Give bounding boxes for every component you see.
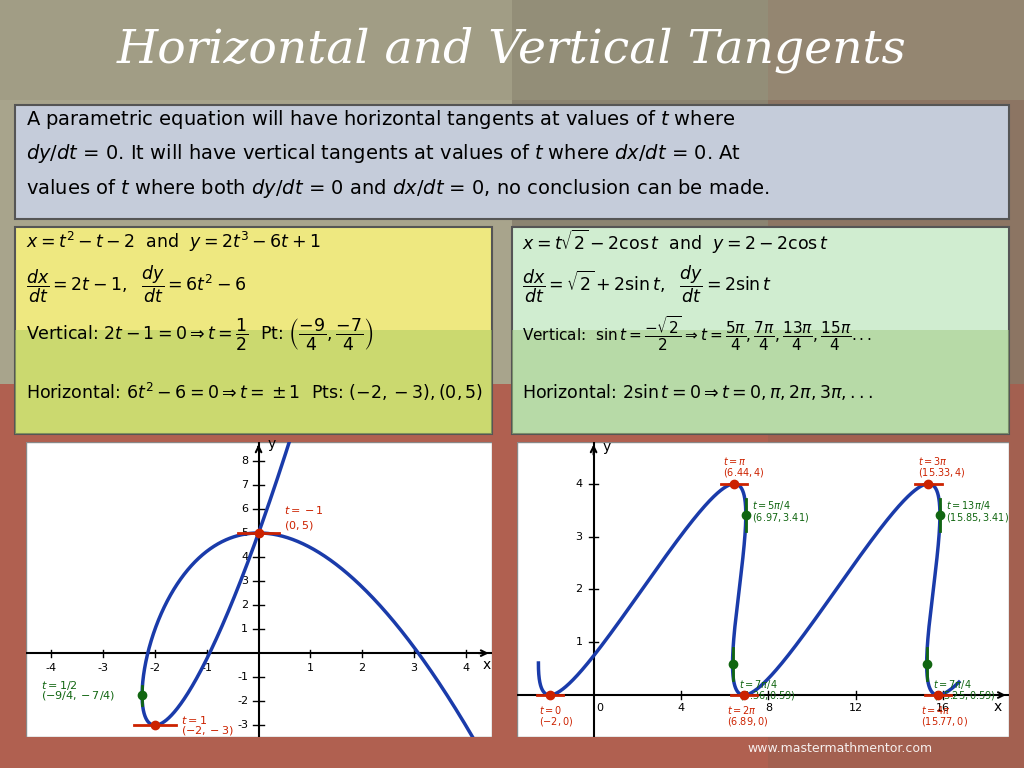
- Text: $t=3\pi$: $t=3\pi$: [918, 455, 947, 468]
- Text: -4: -4: [46, 663, 57, 673]
- Text: 8: 8: [765, 703, 772, 713]
- Text: $t=4\pi$: $t=4\pi$: [921, 703, 950, 716]
- FancyBboxPatch shape: [15, 105, 1009, 219]
- Text: 3: 3: [242, 576, 248, 586]
- Text: 4: 4: [678, 703, 684, 713]
- Text: $t=5\pi/4$: $t=5\pi/4$: [753, 499, 792, 512]
- Text: $(6.44,4)$: $(6.44,4)$: [723, 466, 765, 479]
- Text: 5: 5: [242, 528, 248, 538]
- Text: 4: 4: [462, 663, 469, 673]
- Text: -1: -1: [238, 672, 248, 682]
- Text: $(6.36,0.59)$: $(6.36,0.59)$: [739, 689, 796, 702]
- Bar: [0, 0, 1024, 384]
- Text: $t=7\pi/4$: $t=7\pi/4$: [933, 678, 972, 691]
- Text: 6: 6: [242, 504, 248, 514]
- Bar: [0, 384, 1024, 768]
- Text: 4: 4: [241, 552, 248, 562]
- Text: x: x: [993, 700, 1001, 713]
- Text: -2: -2: [150, 663, 161, 673]
- Text: 12: 12: [849, 703, 863, 713]
- Text: $t = -1$: $t = -1$: [285, 504, 324, 516]
- Text: Horizontal: $2\sin t = 0 \Rightarrow t = 0, \pi, 2\pi, 3\pi,...$: Horizontal: $2\sin t = 0 \Rightarrow t =…: [522, 382, 873, 402]
- Bar: [15, 330, 492, 434]
- Text: Horizontal and Vertical Tangents: Horizontal and Vertical Tangents: [117, 27, 907, 73]
- Text: $(15.33,4)$: $(15.33,4)$: [918, 466, 966, 479]
- Text: x: x: [482, 658, 490, 672]
- Bar: [512, 0, 1024, 384]
- Text: $x = t^2 - t - 2$  and  $y = 2t^3 - 6t + 1$: $x = t^2 - t - 2$ and $y = 2t^3 - 6t + 1…: [26, 230, 321, 254]
- Text: y: y: [602, 440, 610, 454]
- Text: $x = t\sqrt{2} - 2\cos t$  and  $y = 2 - 2\cos t$: $x = t\sqrt{2} - 2\cos t$ and $y = 2 - 2…: [522, 228, 829, 256]
- Text: -3: -3: [97, 663, 109, 673]
- Text: 7: 7: [241, 480, 248, 490]
- Text: 2: 2: [358, 663, 366, 673]
- Text: 0: 0: [597, 703, 603, 713]
- Text: $(-9/4,-7/4)$: $(-9/4,-7/4)$: [41, 690, 116, 702]
- Text: A parametric equation will have horizontal tangents at values of $\mathit{t}$ wh: A parametric equation will have horizont…: [26, 108, 735, 131]
- Text: $(0,5)$: $(0,5)$: [285, 518, 314, 531]
- Text: Vertical:  $\sin t = \dfrac{-\sqrt{2}}{2} \Rightarrow t = \dfrac{5\pi}{4}, \dfra: Vertical: $\sin t = \dfrac{-\sqrt{2}}{2}…: [522, 315, 872, 353]
- Text: Horizontal: $6t^2-6=0 \Rightarrow t=\pm 1$  Pts: $(-2,-3),(0,5)$: Horizontal: $6t^2-6=0 \Rightarrow t=\pm …: [26, 381, 483, 402]
- FancyBboxPatch shape: [512, 227, 1009, 434]
- Bar: [512, 330, 1009, 434]
- Text: $(15.77,0)$: $(15.77,0)$: [921, 714, 968, 727]
- FancyBboxPatch shape: [15, 227, 492, 434]
- Text: 2: 2: [241, 600, 248, 610]
- Text: 1: 1: [307, 663, 313, 673]
- Text: $t=7\pi/4$: $t=7\pi/4$: [739, 678, 778, 691]
- Text: 3: 3: [575, 531, 583, 541]
- Text: $(15.25,0.59)$: $(15.25,0.59)$: [933, 689, 995, 702]
- Text: $(-2,0)$: $(-2,0)$: [539, 714, 573, 727]
- Text: $\dfrac{dx}{dt} = 2t-1,$  $\dfrac{dy}{dt} = 6t^2 - 6$: $\dfrac{dx}{dt} = 2t-1,$ $\dfrac{dy}{dt}…: [26, 263, 246, 305]
- Text: values of $\mathit{t}$ where both $\mathit{dy/dt}$ = 0 and $\mathit{dx/dt}$ = 0,: values of $\mathit{t}$ where both $\math…: [26, 177, 769, 200]
- Text: $t = 1/2$: $t = 1/2$: [41, 679, 78, 692]
- Text: $(6.89,0)$: $(6.89,0)$: [726, 714, 768, 727]
- Text: 4: 4: [575, 478, 583, 489]
- Text: -3: -3: [238, 720, 248, 730]
- Text: $\dfrac{dx}{dt} = \sqrt{2} + 2\sin t,$  $\dfrac{dy}{dt} = 2\sin t$: $\dfrac{dx}{dt} = \sqrt{2} + 2\sin t,$ $…: [522, 263, 772, 305]
- Text: www.mastermathmentor.com: www.mastermathmentor.com: [748, 743, 932, 755]
- Text: 2: 2: [575, 584, 583, 594]
- Text: $t=13\pi/4$: $t=13\pi/4$: [946, 499, 991, 512]
- Text: Vertical: $2t-1=0 \Rightarrow t=\dfrac{1}{2}$  Pt: $\left(\dfrac{-9}{4},\dfrac{-: Vertical: $2t-1=0 \Rightarrow t=\dfrac{1…: [26, 316, 373, 352]
- Bar: [0, 0, 1024, 100]
- Text: $t = 1$: $t = 1$: [181, 714, 207, 726]
- Text: 1: 1: [575, 637, 583, 647]
- Text: 3: 3: [411, 663, 418, 673]
- Text: $(6.97,3.41)$: $(6.97,3.41)$: [753, 511, 810, 524]
- Text: 16: 16: [936, 703, 950, 713]
- Text: $t=2\pi$: $t=2\pi$: [726, 703, 757, 716]
- Text: -1: -1: [202, 663, 212, 673]
- Text: $t=\pi$: $t=\pi$: [723, 455, 748, 468]
- Text: -2: -2: [238, 697, 248, 707]
- Text: $t=0$: $t=0$: [539, 703, 562, 716]
- Text: $\mathit{dy/dt}$ = 0. It will have vertical tangents at values of $\mathit{t}$ w: $\mathit{dy/dt}$ = 0. It will have verti…: [26, 142, 740, 165]
- Text: 1: 1: [242, 624, 248, 634]
- Bar: [768, 0, 1024, 768]
- Text: y: y: [267, 437, 275, 451]
- Text: 8: 8: [241, 456, 248, 466]
- Text: $(-2,-3)$: $(-2,-3)$: [181, 724, 233, 737]
- Text: $(15.85,3.41)$: $(15.85,3.41)$: [946, 511, 1010, 524]
